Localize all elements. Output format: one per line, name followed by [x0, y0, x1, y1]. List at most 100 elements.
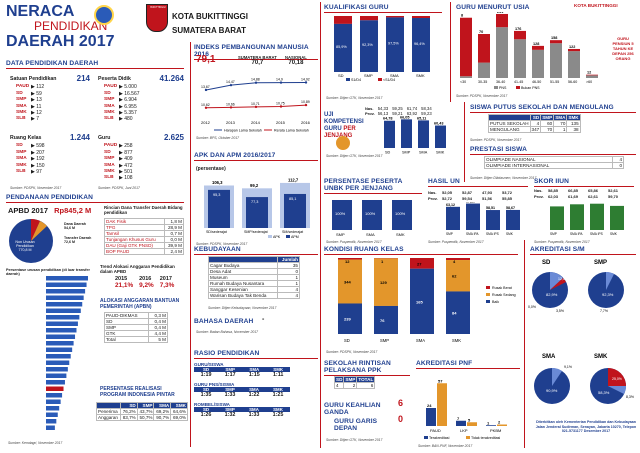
- pie-value: 25,0%: [612, 377, 622, 381]
- non-pns-bar: [496, 13, 508, 28]
- rata-line-point: [304, 103, 308, 107]
- category-label: SMA IPS: [590, 232, 603, 236]
- guru-usia-bar-chart: 8 <30 70 30-35 231 36-40 176 41-45 128 46-50 158 51…: [460, 12, 598, 90]
- table-cell: 4: [333, 382, 345, 389]
- city-logo-icon: BUKITTINGGI: [146, 4, 168, 32]
- rank-bar: [46, 302, 83, 307]
- category-label: SMK: [610, 232, 618, 236]
- x-tick-label: 2012: [201, 120, 211, 125]
- table-cell: SMA: [553, 114, 568, 121]
- table-cell: 1:11: [272, 372, 284, 378]
- harapan-line-point: [204, 88, 208, 92]
- garis-value: 0: [398, 414, 404, 424]
- table-row: Total 5 M: [103, 336, 168, 343]
- ganda-title: GURU KEAHLIAN GANDA: [324, 402, 381, 416]
- table-cell: 4: [276, 292, 301, 299]
- ipm-value: 79,1: [196, 54, 216, 65]
- apbd-heading: APBD 2017 Rp845,2 M: [8, 206, 91, 215]
- region-title: KOTA BUKITTINGGI SUMATERA BARAT: [172, 10, 248, 38]
- data-pendidikan-title: DATA PENDIDIKAN DAERAH: [6, 60, 184, 69]
- pie-value: 9,1%: [564, 365, 572, 369]
- ruang-kelas-title: KONDISI RUANG KELAS: [324, 246, 518, 255]
- iiun-bar: [570, 204, 584, 230]
- harapan-line-point: [304, 81, 308, 84]
- category-label: SMA IPA: [570, 232, 583, 236]
- ukg-value: 60,43: [434, 122, 444, 126]
- source-note: Sumber: PDSPK, Juni 2017: [98, 186, 140, 190]
- table-cell: 1:15: [248, 372, 260, 378]
- rank-bar: [46, 367, 68, 372]
- s1-bar: [386, 17, 404, 72]
- rusak-sedang-bar: [374, 258, 398, 306]
- stat-value: ▶ 192: [31, 156, 45, 163]
- score-value: 62,03: [548, 193, 559, 199]
- un-value: 63,12: [446, 203, 455, 207]
- table-cell: TOTAL: [356, 376, 376, 383]
- satuan-list: PAUD ▶ 112 SD ▶ 59 SMP ▶ 13 SMA ▶ 11 SMK ▶ 12 SLB ▶…: [10, 84, 90, 122]
- legend-swatch: [466, 436, 470, 439]
- category-label: SMP: [446, 232, 453, 236]
- rata-line-label: 10,75: [276, 102, 285, 106]
- stat-value: ▶ 5.357: [119, 110, 137, 117]
- rasio-group: GURU PNS/SISWA SD SMP SMA SMK 1:35 1:33 1:22 1:2…: [194, 382, 318, 398]
- apm-value: 95,3: [213, 193, 220, 197]
- table-cell: SMK: [266, 387, 290, 392]
- legend-label: APM: [291, 235, 299, 239]
- table-cell: 1:21: [272, 392, 284, 398]
- source-note: Sumber: Ditjen Kebudayaan, November 2017: [208, 306, 277, 310]
- table-row: SD SMP SMA SMK: [194, 387, 290, 392]
- rusak-berat-value: 1: [381, 259, 384, 264]
- table-cell: 70: [540, 126, 555, 133]
- harapan-line-point: [229, 83, 233, 87]
- rusak-sedang-value: 129: [380, 280, 387, 285]
- peserta-list: PAUD ▶ 5.000 SD ▶ 16.567 SMP ▶ 6.904 SMA ▶ 6.95…: [98, 84, 184, 122]
- bantuan-title: ALOKASI ANGGARAN BANTUAN PEMERINTAH (APB…: [100, 298, 180, 310]
- trend-value: 21,1%: [115, 282, 134, 289]
- table-row: MENGULANG 347 70 1 38: [488, 126, 581, 133]
- table-row: SD SMP SMA SMK: [194, 367, 290, 372]
- un-bar: [466, 203, 480, 230]
- guru-total: 2.625: [163, 133, 184, 142]
- pie-value: 0,0%: [528, 305, 536, 309]
- pie-slice: [608, 386, 626, 394]
- source-note: Sumber: Puspendik, November 2017: [326, 240, 382, 244]
- table-cell: 64,6%: [170, 408, 188, 415]
- stat-key: SMK: [104, 169, 115, 175]
- legend-swatch: [486, 286, 490, 289]
- table-cell: 69,0%: [170, 414, 188, 421]
- rasio-title: RASIO PENDIDIKAN: [194, 350, 318, 359]
- header-title: NERACA PENDIDIKAN DAERAH 2017: [6, 4, 114, 50]
- stat-key: SLB: [16, 169, 26, 175]
- rank-bar: [46, 328, 77, 333]
- unbk-bar-chart: 100% SMP 100% SMA 100% SMK: [332, 200, 412, 237]
- rank-bar: [46, 399, 61, 404]
- category-label: SMP: [380, 338, 389, 343]
- putus-table: SD SMP SMA SMK PUTUS SEKOLAH 4 60 70 135 MENGULAN…: [488, 114, 581, 133]
- stat-value: ▶ 207: [31, 149, 45, 156]
- pie-label: SD: [542, 260, 551, 266]
- rusak-sedang-value: 344: [344, 280, 351, 285]
- un-value: 58,67: [506, 206, 515, 210]
- column-divider: [464, 102, 465, 182]
- stat-key: SMP: [104, 97, 115, 103]
- rusak-berat-bar: [338, 258, 362, 260]
- stat-row: SLB ▶ 7: [16, 116, 90, 122]
- iiun-bar: [610, 205, 624, 230]
- pns-bar: [460, 76, 472, 78]
- stat-key: SLB: [16, 116, 26, 122]
- non-pns-bar: [514, 30, 526, 40]
- ukg-nas-value: 59,25: [392, 106, 403, 111]
- category-label: SMP: [550, 232, 557, 236]
- table-cell: 347: [529, 126, 542, 133]
- stat-value: ▶ 6.955: [119, 103, 137, 110]
- rasio-table: SD SMP SMA SMK 1:19 1:17 1:15 1:11: [194, 367, 290, 378]
- source-note: Sumber: PDSPK, November 2017: [456, 94, 508, 98]
- table-cell: 83,7%: [119, 414, 138, 421]
- category-label: SMK: [506, 232, 514, 236]
- ppk-table: SD SMP TOTAL 4 2 6: [333, 376, 376, 389]
- un-bar: [506, 209, 520, 230]
- pie-value: 82,9%: [546, 292, 558, 297]
- stat-value: ▶ 150: [31, 162, 45, 169]
- apk-value: 112,7: [288, 177, 299, 182]
- legend-label: Rerata Lama Sekolah: [274, 129, 309, 133]
